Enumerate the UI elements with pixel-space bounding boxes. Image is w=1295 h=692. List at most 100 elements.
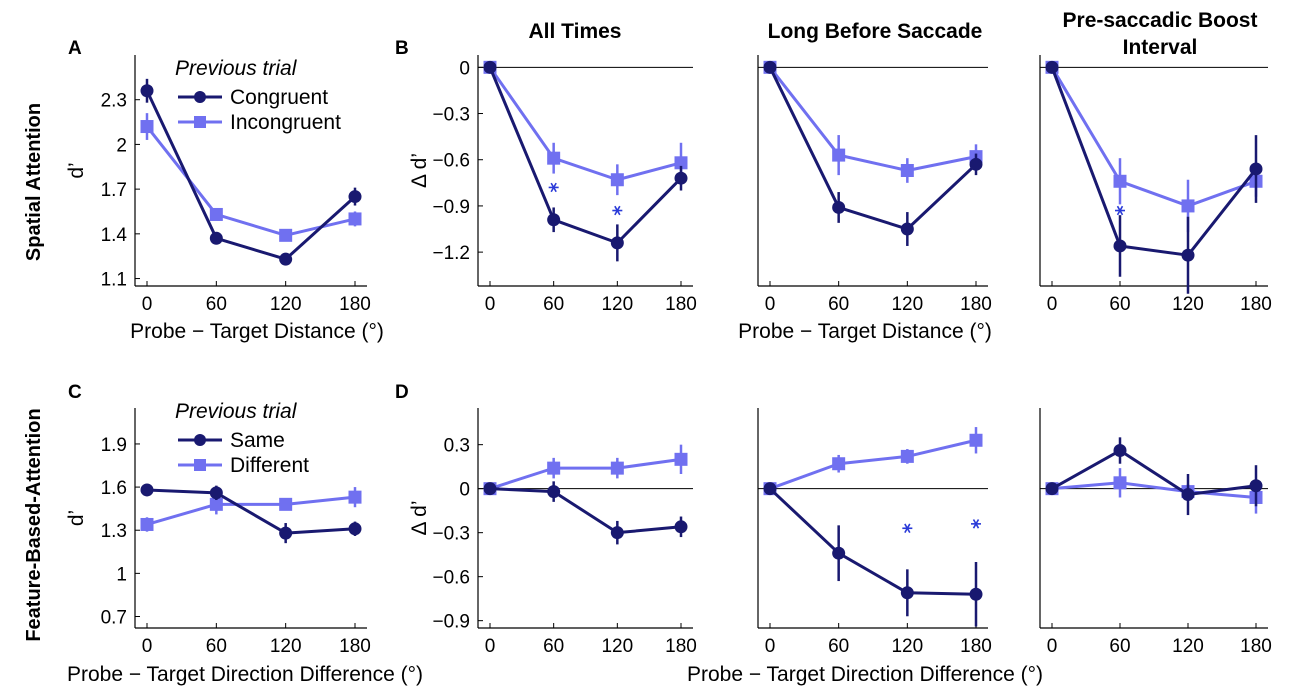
y-tick-label-c: 1.3 bbox=[101, 521, 127, 542]
y-tick-label-c: 0.7 bbox=[101, 607, 127, 628]
x-tick-label-d1: 0 bbox=[485, 636, 496, 657]
xlabel-c: Probe − Target Direction Difference (°) bbox=[67, 663, 423, 686]
panel-b1: 0 −0.3 −0.6 −0.9 −1.2 0 60 120 180 Δ d’ bbox=[408, 55, 697, 315]
x-tick-label-a: 180 bbox=[339, 294, 371, 315]
x-tick-label-d2: 0 bbox=[765, 636, 776, 657]
y-tick-label-d1: −0.9 bbox=[432, 612, 470, 633]
y-tick-label-b1: −0.3 bbox=[432, 105, 470, 126]
point-a-congruent bbox=[279, 252, 293, 266]
panel-letter-a: A bbox=[68, 38, 82, 59]
y-tick-label-d1: −0.6 bbox=[432, 568, 470, 589]
panel-b2: 0 60 120 180 bbox=[757, 55, 992, 315]
x-tick-label-d2: 60 bbox=[828, 636, 849, 657]
xlabel-b: Probe − Target Distance (°) bbox=[738, 320, 992, 343]
series-line-d2-same bbox=[768, 487, 977, 596]
y-tick-label-c: 1.9 bbox=[101, 435, 127, 456]
point-d1-same bbox=[674, 520, 688, 534]
point-a-incongruent bbox=[348, 212, 362, 226]
point-a-congruent bbox=[209, 231, 223, 245]
point-b1-congruent bbox=[483, 60, 497, 74]
point-a-incongruent bbox=[209, 207, 223, 221]
panel-d1: 0.3 0 −0.3 −0.6 −0.9 0 60 120 180 Δ d’ bbox=[408, 408, 697, 657]
row-label-spatial: Spatial Attention bbox=[23, 103, 45, 261]
y-tick-label-b1: −1.2 bbox=[432, 243, 470, 264]
x-tick-label-b2: 120 bbox=[891, 294, 923, 315]
y-tick-label-b1: 0 bbox=[459, 58, 470, 79]
column-title-interval: Interval bbox=[1123, 36, 1198, 59]
x-tick-label-b1: 120 bbox=[601, 294, 633, 315]
legend-a: Previous trial Congruent Incongruent bbox=[175, 57, 341, 134]
y-tick-label-a: 1.1 bbox=[101, 270, 127, 291]
point-d3-different bbox=[1113, 476, 1127, 490]
xlabel-a: Probe − Target Distance (°) bbox=[130, 320, 384, 343]
x-tick-label-b2: 60 bbox=[828, 294, 849, 315]
legend-c: Previous trial Same Different bbox=[175, 400, 309, 477]
point-c-same bbox=[348, 522, 362, 536]
x-tick-label-b3: 180 bbox=[1240, 294, 1272, 315]
point-c-same bbox=[209, 486, 223, 500]
x-tick-label-b3: 0 bbox=[1047, 294, 1058, 315]
y-label-b1: Δ d’ bbox=[408, 153, 431, 188]
legend-a-label-incongruent: Incongruent bbox=[230, 111, 341, 134]
x-tick-label-b3: 120 bbox=[1172, 294, 1204, 315]
y-label-d1: Δ d’ bbox=[408, 500, 431, 535]
point-b1-incongruent bbox=[547, 151, 561, 165]
x-tick-label-b2: 0 bbox=[765, 294, 776, 315]
x-tick-label-d3: 0 bbox=[1047, 636, 1058, 657]
point-b3-congruent bbox=[1249, 162, 1263, 176]
x-tick-label-a: 60 bbox=[206, 294, 227, 315]
series-line-b1-congruent bbox=[488, 66, 683, 245]
legend-a-title: Previous trial bbox=[175, 57, 298, 80]
point-b2-congruent bbox=[969, 157, 983, 171]
panel-letter-b: B bbox=[395, 38, 409, 59]
point-c-same bbox=[140, 483, 154, 497]
point-d1-same bbox=[610, 526, 624, 540]
y-tick-label-a: 1.7 bbox=[101, 180, 127, 201]
series-line-c-same bbox=[146, 488, 356, 535]
series-line-b2-congruent bbox=[768, 66, 978, 231]
point-d3-same bbox=[1045, 482, 1059, 496]
legend-c-label-same: Same bbox=[230, 429, 285, 452]
point-d3-same bbox=[1181, 488, 1195, 502]
y-tick-label-d1: 0 bbox=[459, 480, 470, 501]
point-d1-same bbox=[547, 485, 561, 499]
point-d1-different bbox=[547, 461, 561, 475]
series-line-a-incongruent bbox=[145, 125, 356, 237]
point-d1-different bbox=[674, 452, 688, 466]
point-b3-congruent bbox=[1045, 60, 1059, 74]
point-b2-incongruent bbox=[900, 164, 914, 177]
series-line-b2-incongruent bbox=[768, 66, 977, 172]
x-tick-label-c: 0 bbox=[142, 636, 153, 657]
x-tick-label-d1: 180 bbox=[665, 636, 697, 657]
point-d2-different bbox=[969, 433, 983, 447]
point-b2-congruent bbox=[832, 200, 846, 214]
xlabel-d: Probe − Target Direction Difference (°) bbox=[687, 663, 1043, 686]
point-b2-congruent bbox=[763, 60, 777, 74]
series-line-d3-different bbox=[1051, 481, 1257, 499]
point-d3-same bbox=[1113, 444, 1127, 458]
series-line-d1-different bbox=[489, 457, 682, 491]
column-title-long-before: Long Before Saccade bbox=[768, 20, 983, 43]
x-tick-label-d3: 120 bbox=[1172, 636, 1204, 657]
x-tick-label-b1: 60 bbox=[543, 294, 564, 315]
point-d2-same bbox=[832, 546, 846, 560]
point-b1-incongruent bbox=[610, 173, 624, 187]
legend-a-marker-congruent bbox=[194, 91, 206, 103]
legend-c-marker-different bbox=[194, 459, 206, 471]
point-a-congruent bbox=[348, 190, 362, 204]
panel-d3: 0 60 120 180 bbox=[1039, 408, 1272, 657]
point-b2-incongruent bbox=[832, 148, 846, 162]
panel-b3: 0 60 120 180 bbox=[1039, 55, 1272, 315]
significance-star-b1 bbox=[612, 205, 623, 216]
y-tick-label-a: 2 bbox=[116, 135, 127, 156]
point-d2-different bbox=[900, 449, 914, 463]
legend-c-title: Previous trial bbox=[175, 400, 298, 423]
y-tick-label-b1: −0.9 bbox=[432, 197, 470, 218]
y-tick-label-d1: −0.3 bbox=[432, 524, 470, 545]
y-tick-label-a: 2.3 bbox=[101, 91, 127, 112]
y-label-a: d’ bbox=[65, 162, 88, 178]
point-a-incongruent bbox=[140, 120, 154, 134]
y-label-c: d’ bbox=[65, 510, 88, 526]
x-tick-label-c: 60 bbox=[206, 636, 227, 657]
panel-c: 0.7 1 1.3 1.6 1.9 0 60 120 180 d’ bbox=[65, 408, 371, 657]
